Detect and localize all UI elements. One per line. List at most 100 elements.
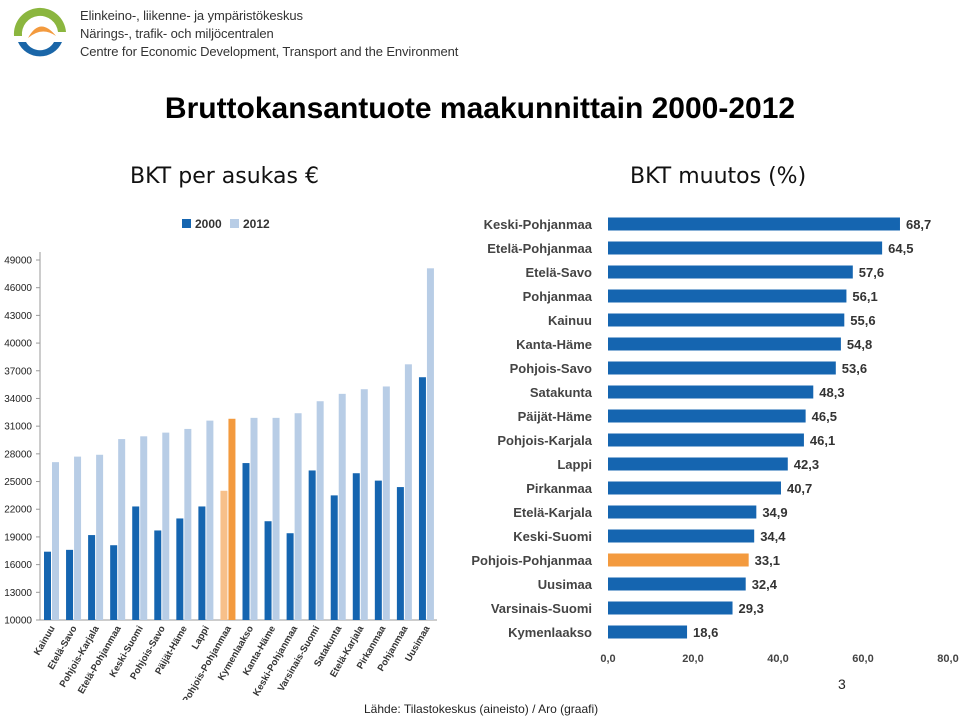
bar-2012 <box>382 386 390 620</box>
value-label: 56,1 <box>852 289 877 304</box>
legend-swatch <box>182 219 191 228</box>
value-label: 33,1 <box>755 553 780 568</box>
bar-2012 <box>272 417 280 620</box>
bar-2000 <box>176 518 184 620</box>
value-label: 48,3 <box>819 385 844 400</box>
category-label: Uusimaa <box>538 577 593 592</box>
bar-2000 <box>132 506 140 620</box>
category-label: Kanta-Häme <box>516 337 592 352</box>
bar-2000 <box>264 521 272 620</box>
category-label: Etelä-Pohjanmaa <box>487 241 593 256</box>
value-label: 54,8 <box>847 337 872 352</box>
value-label: 46,5 <box>812 409 837 424</box>
value-label: 40,7 <box>787 481 812 496</box>
change-bar <box>608 625 688 639</box>
y-tick-label: 16000 <box>4 560 32 571</box>
y-tick-label: 19000 <box>4 532 32 543</box>
bar-2012 <box>206 420 214 620</box>
x-tick-label: 60,0 <box>852 653 873 665</box>
bar-2000 <box>286 533 294 620</box>
gdp-change-chart: Keski-Pohjanmaa 68,7 Etelä-Pohjanmaa 64,5 Et… <box>471 217 958 665</box>
bar-2012 <box>250 417 258 620</box>
bar-2000 <box>220 490 228 620</box>
ely-logo <box>13 7 66 57</box>
change-bar <box>608 601 733 615</box>
y-tick-label: 49000 <box>4 256 32 267</box>
bar-2012 <box>74 456 82 620</box>
category-label: Etelä-Savo <box>526 265 593 280</box>
bar-2012 <box>118 439 126 620</box>
bar-2000 <box>396 487 404 620</box>
right-chart-title: BKT muutos (%) <box>630 164 807 189</box>
category-label: Lappi <box>557 457 592 472</box>
y-tick-label: 22000 <box>4 505 32 516</box>
x-tick-label: 80,0 <box>937 653 958 665</box>
category-label: Keski-Pohjanmaa <box>484 217 593 232</box>
x-tick-label: Lappi <box>190 624 212 651</box>
y-tick-label: 31000 <box>4 422 32 433</box>
bar-2000 <box>352 473 360 620</box>
change-bar <box>608 433 804 447</box>
change-bar <box>608 361 836 375</box>
bar-2012 <box>426 268 434 620</box>
bar-2000 <box>44 551 51 620</box>
value-label: 18,6 <box>693 625 718 640</box>
legend-label: 2012 <box>243 217 270 231</box>
category-label: Pohjois-Karjala <box>497 433 592 448</box>
change-bar <box>608 337 841 351</box>
change-bar <box>608 385 814 399</box>
bar-2000 <box>198 506 206 620</box>
category-label: Satakunta <box>530 385 593 400</box>
org-name-en: Centre for Economic Development, Transpo… <box>80 44 459 59</box>
legend-swatch <box>230 219 239 228</box>
bar-2012 <box>96 454 104 620</box>
value-label: 68,7 <box>906 217 931 232</box>
bar-2000 <box>242 463 250 620</box>
y-tick-label: 28000 <box>4 449 32 460</box>
source-note: Lähde: Tilastokeskus (aineisto) / Aro (g… <box>364 702 599 716</box>
category-label: Kainuu <box>548 313 592 328</box>
bar-2000 <box>308 470 316 620</box>
bar-2000 <box>154 530 162 620</box>
category-label: Pohjois-Pohjanmaa <box>471 553 592 568</box>
change-bar <box>608 409 806 423</box>
change-bar <box>608 481 781 495</box>
category-label: Päijät-Häme <box>518 409 592 424</box>
bar-2012 <box>184 428 192 620</box>
bar-2012 <box>404 364 412 620</box>
bar-2012 <box>360 389 368 620</box>
change-bar <box>608 505 757 519</box>
category-label: Pirkanmaa <box>526 481 593 496</box>
bar-2012 <box>162 432 170 620</box>
category-label: Kymenlaakso <box>508 625 592 640</box>
bar-2012 <box>52 462 59 620</box>
value-label: 29,3 <box>739 601 764 616</box>
bar-2000 <box>418 377 426 620</box>
value-label: 64,5 <box>888 241 913 256</box>
legend-label: 2000 <box>195 217 222 231</box>
value-label: 57,6 <box>859 265 884 280</box>
org-name-sv: Närings-, trafik- och miljöcentralen <box>80 26 274 41</box>
category-label: Pohjois-Savo <box>510 361 592 376</box>
x-tick-label: 20,0 <box>682 653 703 665</box>
bar-2000 <box>330 495 338 620</box>
category-label: Pohjanmaa <box>523 289 593 304</box>
y-tick-label: 40000 <box>4 339 32 350</box>
change-bar <box>608 241 883 255</box>
bar-2000 <box>110 545 118 620</box>
change-bar <box>608 313 845 327</box>
x-tick-label: 0,0 <box>600 653 615 665</box>
category-label: Varsinais-Suomi <box>491 601 592 616</box>
value-label: 42,3 <box>794 457 819 472</box>
y-tick-label: 46000 <box>4 283 32 294</box>
value-label: 34,9 <box>762 505 787 520</box>
change-bar <box>608 529 755 543</box>
category-label: Keski-Suomi <box>513 529 592 544</box>
y-tick-label: 25000 <box>4 477 32 488</box>
bar-2000 <box>66 549 74 620</box>
category-label: Etelä-Karjala <box>513 505 593 520</box>
gdp-per-capita-chart: 10000 13000 16000 19000 22000 25000 28000 31000… <box>4 217 437 700</box>
bar-2000 <box>88 535 96 620</box>
bar-2012 <box>338 393 346 620</box>
bar-2012 <box>228 418 236 620</box>
